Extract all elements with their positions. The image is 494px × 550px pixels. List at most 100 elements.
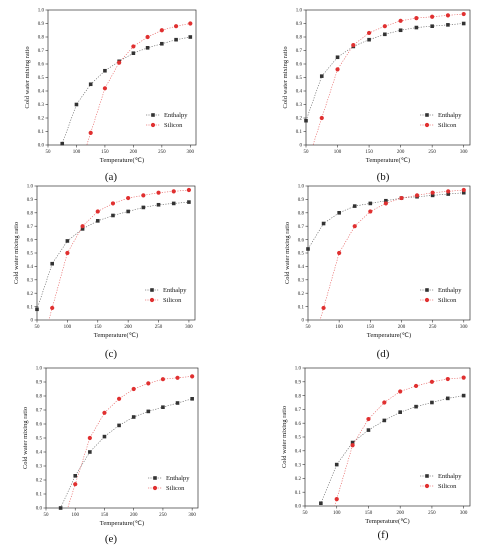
x-tick-label: 100 (335, 325, 343, 330)
y-tick-label: 0.8 (298, 212, 305, 217)
data-point (117, 423, 121, 428)
data-point (131, 386, 136, 392)
y-tick-label: 0.7 (38, 49, 45, 54)
x-tick-label: 150 (94, 325, 102, 330)
x-tick-label: 50 (44, 513, 50, 518)
data-point (188, 21, 193, 26)
y-axis-label: Cold water mixing ratio (13, 222, 20, 284)
panel-label: (b) (377, 171, 390, 183)
y-axis-label: Cold water mixing ratio (282, 46, 289, 108)
panel-label: (f) (378, 529, 389, 541)
x-tick-label: 300 (187, 150, 195, 155)
data-point (50, 261, 54, 266)
legend-marker (425, 288, 429, 292)
legend-marker (424, 297, 430, 303)
panel-label: (a) (105, 171, 118, 183)
y-tick-label: 0.6 (38, 63, 45, 68)
x-tick-label: 50 (304, 150, 310, 155)
y-tick-label: 0.8 (27, 212, 34, 217)
y-tick-label: 0.5 (298, 252, 305, 257)
data-point (171, 201, 176, 206)
y-tick-label: 0.9 (296, 22, 303, 27)
x-tick-label: 250 (428, 150, 436, 155)
data-point (187, 200, 191, 204)
data-point (352, 224, 357, 229)
x-tick-label: 250 (158, 150, 166, 155)
x-tick-label: 200 (396, 511, 404, 516)
data-point (141, 193, 146, 198)
y-tick-label: 0.7 (298, 225, 305, 230)
x-tick-label: 200 (130, 513, 138, 518)
data-point (445, 396, 450, 401)
series-line (306, 23, 464, 122)
legend-marker (152, 485, 158, 491)
data-point (398, 389, 403, 394)
data-point (88, 130, 93, 135)
data-point (306, 247, 310, 251)
y-tick-label: 1.0 (27, 185, 34, 190)
data-point (413, 383, 419, 389)
x-tick-label: 250 (159, 513, 167, 518)
y-tick-label: 0.8 (295, 394, 302, 399)
y-tick-label: 0.7 (27, 225, 34, 230)
data-point (102, 434, 107, 439)
y-tick-label: 1.0 (298, 185, 305, 190)
x-tick-label: 50 (306, 325, 312, 330)
panel-label: (c) (105, 348, 118, 360)
series-enthalpy (61, 36, 191, 145)
data-point (145, 34, 150, 40)
x-tick-label: 200 (124, 325, 132, 330)
data-point (141, 205, 146, 210)
data-point (446, 189, 451, 194)
data-point (461, 187, 466, 193)
data-point (368, 209, 373, 214)
y-tick-label: 0.7 (36, 409, 43, 414)
data-point (111, 213, 115, 218)
data-point (319, 501, 323, 506)
data-point (350, 440, 355, 445)
y-tick-label: 1.0 (36, 367, 43, 372)
data-point (190, 374, 195, 379)
data-point (429, 379, 435, 384)
y-tick-label: 0.9 (36, 381, 43, 386)
data-point (384, 198, 388, 203)
y-tick-label: 0.8 (38, 36, 45, 41)
legend-label: Enthalpy (166, 475, 190, 482)
data-point (175, 375, 180, 380)
data-point (398, 18, 403, 23)
y-tick-label: 0.0 (38, 144, 45, 149)
y-axis-label: Cold water mixing ratio (24, 46, 31, 108)
data-point (103, 68, 107, 73)
y-tick-label: 0.9 (38, 22, 45, 27)
legend-marker (424, 122, 430, 128)
data-point (368, 201, 373, 206)
y-tick-label: 0.5 (27, 252, 34, 257)
data-point (126, 209, 130, 214)
y-tick-label: 0.3 (295, 463, 302, 468)
data-point (321, 305, 326, 311)
data-point (173, 24, 179, 29)
series-line (86, 23, 191, 145)
data-point (337, 250, 342, 256)
x-tick-label: 50 (303, 511, 309, 516)
x-tick-label: 250 (428, 511, 436, 516)
y-tick-label: 0.4 (36, 451, 43, 456)
y-tick-label: 0.6 (296, 63, 303, 68)
y-tick-label: 0.6 (295, 422, 302, 427)
data-point (87, 435, 92, 441)
y-tick-label: 0.3 (296, 103, 303, 108)
y-tick-label: 0.4 (296, 90, 303, 95)
legend-label: Enthalpy (438, 473, 462, 480)
chart-panel-b: 50 100 150 200 250 300 0 0.1 0.2 0.3 0.4 0.5 0.6 0.7 0… (282, 9, 471, 183)
y-tick-label: 0.3 (36, 465, 43, 470)
series-line (308, 192, 464, 250)
data-point (350, 443, 355, 448)
data-point (366, 428, 371, 432)
y-tick-label: 1.0 (296, 9, 303, 14)
x-tick-label: 50 (35, 325, 41, 330)
y-tick-label: 0.1 (27, 305, 34, 310)
y-tick-label: 0.2 (38, 117, 45, 122)
y-tick-label: 0.4 (295, 450, 302, 455)
x-tick-label: 150 (367, 325, 375, 330)
